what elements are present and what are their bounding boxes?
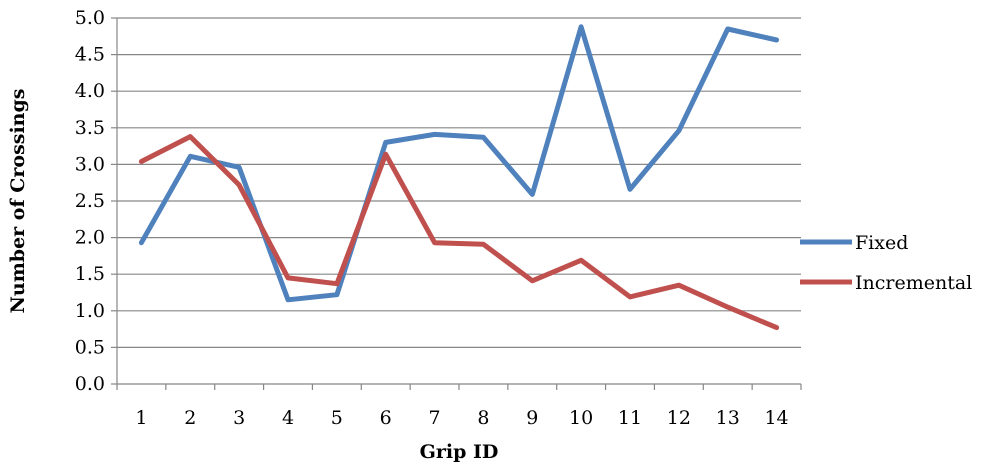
gridlines [111,17,801,385]
y-tick-label: 2.0 [75,227,105,249]
y-tick-label: 4.5 [75,44,105,66]
x-tick-label: 11 [618,407,642,429]
legend: Fixed Incremental [800,232,972,294]
y-tick-label: 1.5 [75,263,105,285]
x-tick-label: 8 [477,407,489,429]
x-tick-label: 6 [380,407,392,429]
x-tick-label: 13 [716,407,740,429]
y-tick-label: 0.0 [75,373,105,395]
x-tick-label: 12 [667,407,691,429]
x-tick-labels: 1 2 3 4 5 6 7 8 9 10 11 12 13 14 [135,407,788,429]
y-tick-label: 1.0 [75,300,105,322]
y-axis-label: Number of Crossings [7,89,29,314]
x-axis-label: Grip ID [420,441,499,463]
series-lines [138,24,780,331]
y-tick-label: 5.0 [75,7,105,29]
y-tick-label: 4.0 [75,80,105,102]
series-line-incremental [138,134,780,331]
y-tick-label: 0.5 [75,336,105,358]
x-tick-label: 1 [135,407,147,429]
x-tick-label: 2 [184,407,196,429]
y-tick-labels: 0.0 0.5 1.0 1.5 2.0 2.5 3.0 3.5 4.0 4.5 5.0 [75,7,105,395]
x-tick-label: 5 [331,407,343,429]
x-tick-label: 14 [764,407,788,429]
x-tick-label: 7 [429,407,441,429]
legend-label-fixed: Fixed [855,232,908,254]
axes [116,18,802,390]
x-tick-label: 4 [282,407,294,429]
x-tick-label: 9 [526,407,538,429]
x-tick-label: 10 [569,407,593,429]
y-tick-label: 3.0 [75,153,105,175]
y-tick-label: 3.5 [75,117,105,139]
series-line-fixed [138,24,780,303]
x-tick-label: 3 [233,407,245,429]
y-tick-label: 2.5 [75,190,105,212]
legend-label-incremental: Incremental [855,272,972,294]
